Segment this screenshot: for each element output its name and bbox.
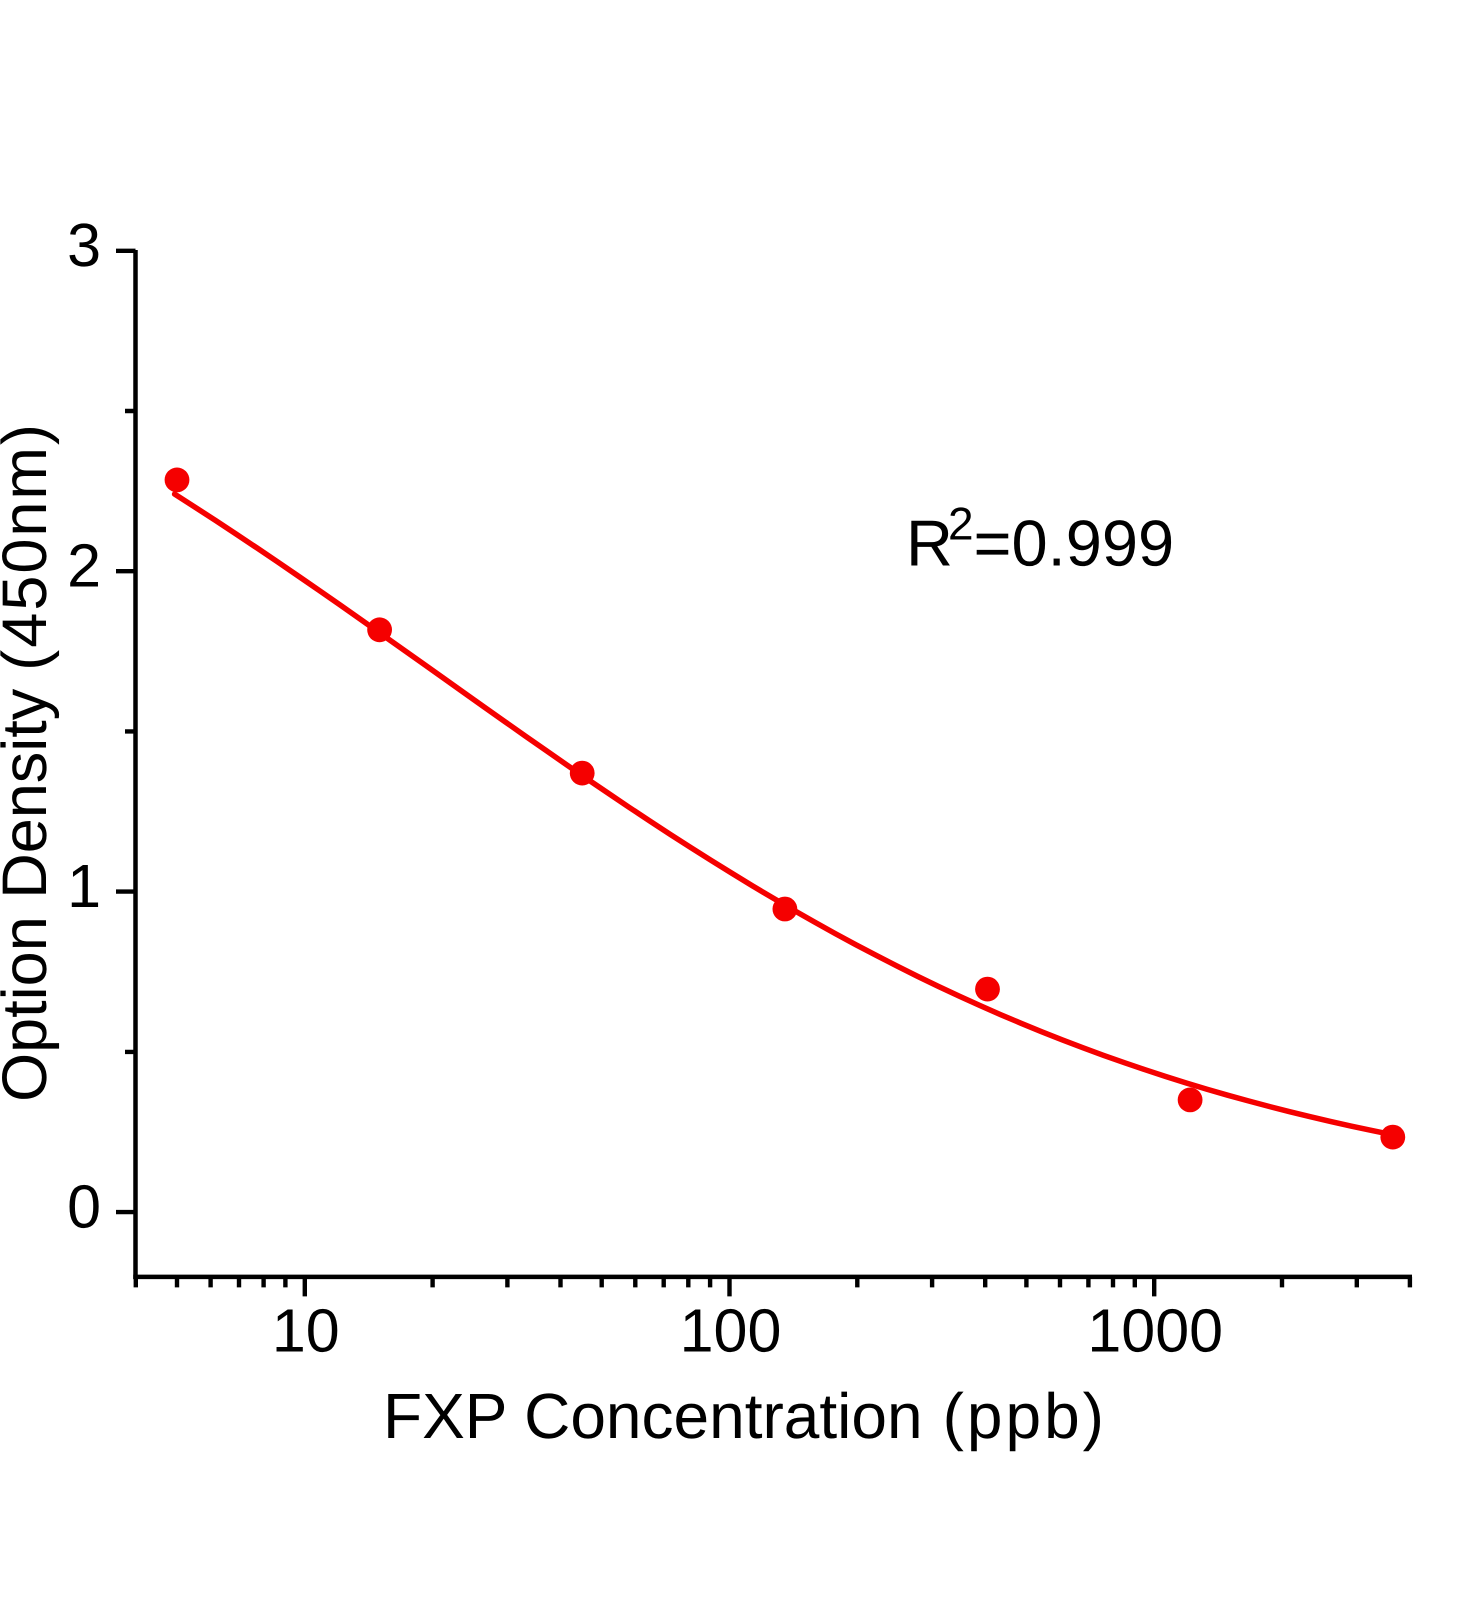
svg-text:3: 3 — [67, 211, 101, 279]
svg-text:1: 1 — [67, 852, 101, 920]
svg-text:2: 2 — [67, 532, 101, 600]
svg-text:10: 10 — [272, 1297, 340, 1365]
svg-text:1000: 1000 — [1087, 1297, 1223, 1365]
svg-text:0: 0 — [67, 1173, 101, 1241]
svg-text:FXP Concentration(ppb): FXP Concentration (ppb) — [383, 1380, 1107, 1452]
svg-text:100: 100 — [680, 1297, 782, 1365]
svg-text:Option Density(450nm): Option Density(450nm) — [0, 422, 60, 1102]
svg-text:R2=0.999: R2=0.999 — [906, 498, 1174, 580]
